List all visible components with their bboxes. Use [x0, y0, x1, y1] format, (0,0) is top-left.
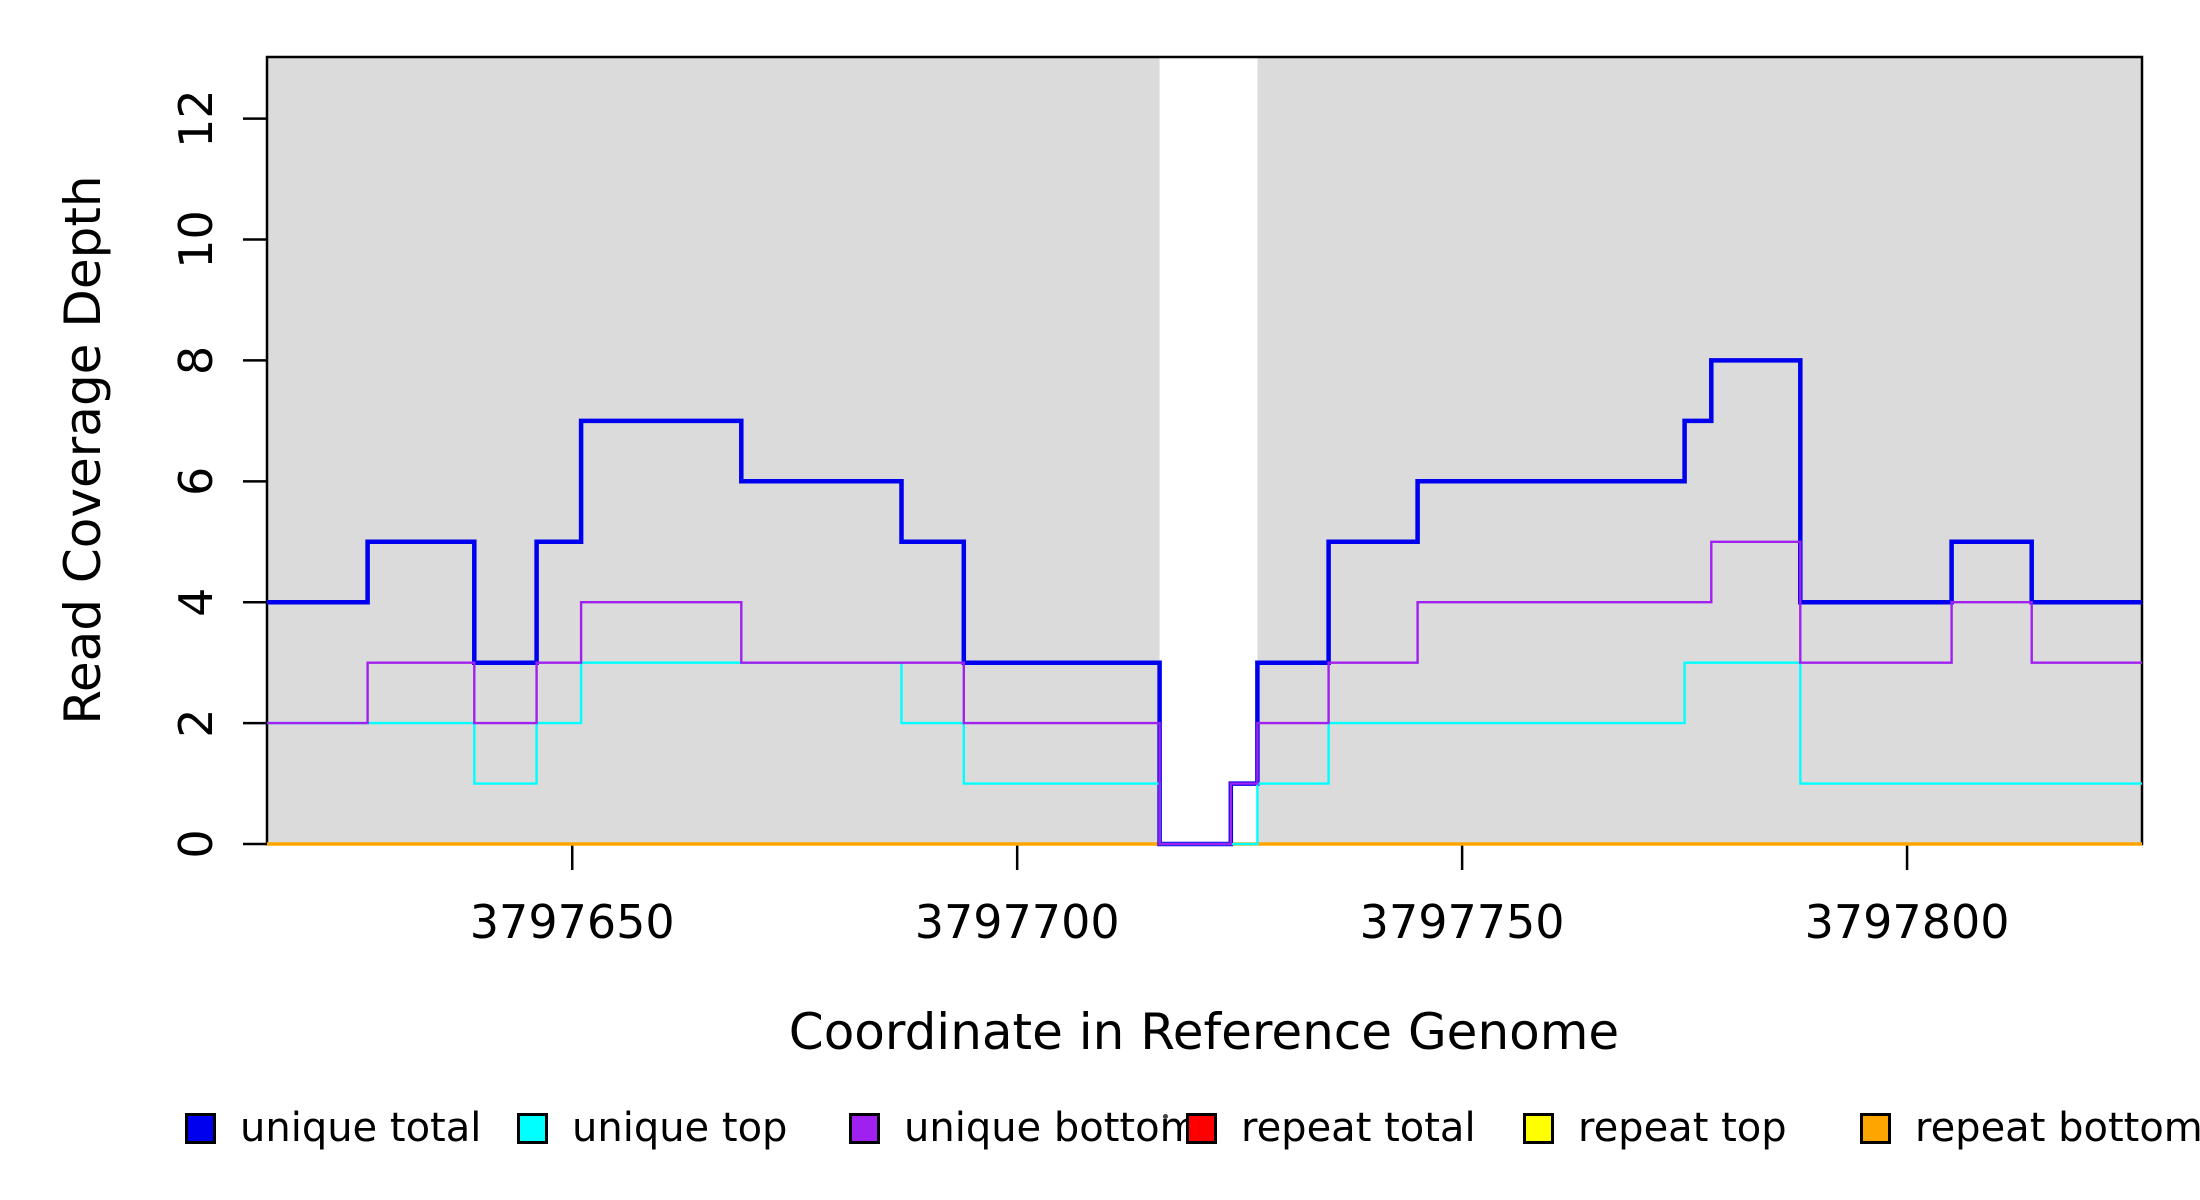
stray-dot-artifact [1163, 1114, 1168, 1119]
x-tick-label: 3797750 [1360, 895, 1565, 949]
y-tick-label: 6 [169, 467, 223, 496]
x-tick-label: 3797800 [1805, 895, 2010, 949]
x-axis-title: Coordinate in Reference Genome [788, 1003, 1620, 1061]
y-axis-title: Read Coverage Depth [54, 175, 112, 725]
y-tick-label: 2 [169, 708, 223, 737]
highlight-region [1257, 58, 2142, 844]
y-tick-label: 12 [169, 89, 223, 148]
y-tick-label: 4 [169, 588, 223, 617]
series-unique-top-line [267, 661, 2142, 846]
y-tick-label: 0 [169, 829, 223, 858]
y-tick-label: 8 [169, 346, 223, 375]
x-tick-label: 3797700 [915, 895, 1120, 949]
x-tick-label: 3797650 [470, 895, 675, 949]
series-unique-bottom-line [267, 540, 2142, 846]
highlight-region [267, 58, 1160, 844]
y-tick-label: 10 [169, 210, 223, 269]
